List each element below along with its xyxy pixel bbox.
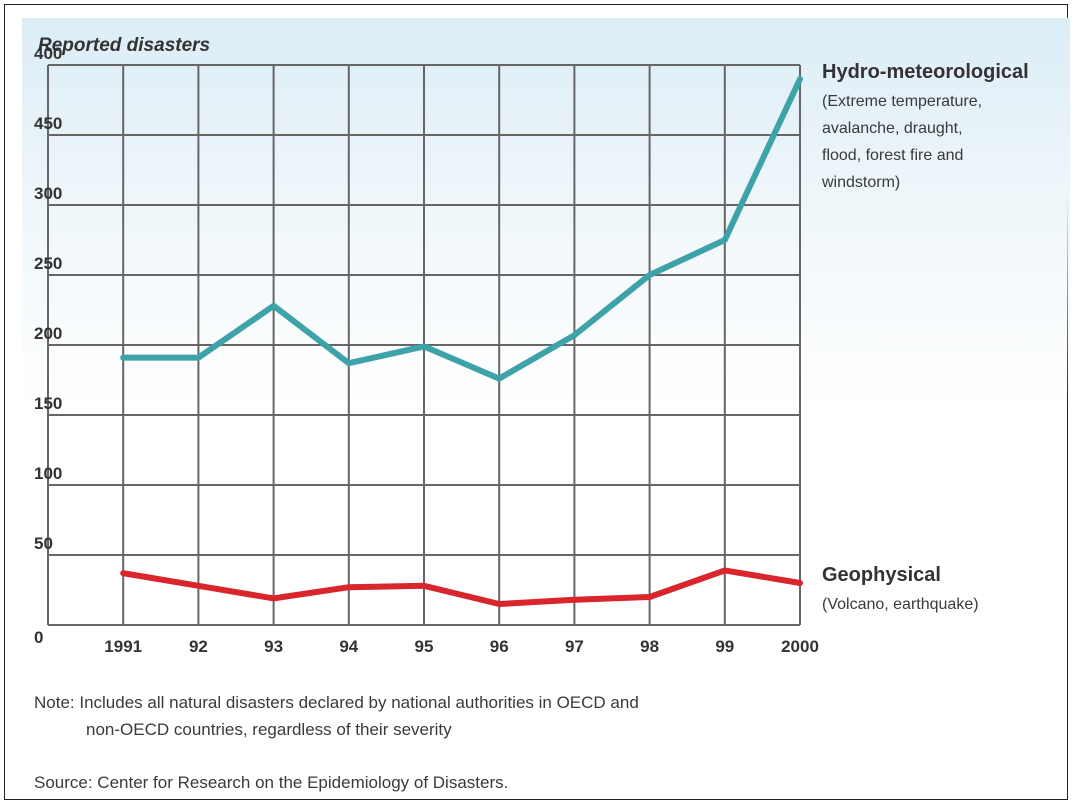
- legend-series-description: windstorm): [821, 174, 900, 191]
- y-tick-label: 300: [34, 184, 62, 203]
- x-tick-label: 97: [565, 637, 584, 656]
- series-line-hydro-meteorological: [120, 76, 803, 382]
- y-tick-label: 200: [34, 324, 62, 343]
- x-tick-label: 1991: [104, 637, 142, 656]
- y-tick-label: 250: [34, 254, 62, 273]
- note-line-2: non-OECD countries, regardless of their …: [86, 720, 452, 739]
- x-tick-label: 93: [264, 637, 283, 656]
- y-axis-title: Reported disasters: [38, 35, 210, 56]
- x-tick-label: 92: [189, 637, 208, 656]
- legend-series-name: Geophysical: [822, 564, 941, 586]
- x-tick-label: 2000: [781, 637, 819, 656]
- x-tick-label: 94: [339, 637, 358, 656]
- x-tick-label: 98: [640, 637, 659, 656]
- legend-series-description: avalanche, draught,: [822, 120, 963, 137]
- x-tick-label: 95: [415, 637, 434, 656]
- y-tick-label: 150: [34, 394, 62, 413]
- legend-series-name: Hydro-meteorological: [822, 61, 1029, 83]
- note-line-1: Note: Includes all natural disasters dec…: [34, 693, 639, 712]
- source-note: Source: Center for Research on the Epide…: [34, 773, 509, 792]
- legend-series-description: (Volcano, earthquake): [822, 596, 979, 613]
- background-wash: [22, 18, 1070, 408]
- y-tick-label: 400: [34, 44, 62, 63]
- x-tick-label: 96: [490, 637, 509, 656]
- legend-series-description: (Extreme temperature,: [822, 93, 982, 110]
- y-tick-label: 100: [34, 464, 62, 483]
- y-tick-label: 450: [34, 114, 62, 133]
- legend-series-description: flood, forest fire and: [822, 147, 963, 164]
- y-tick-label: 0: [34, 628, 43, 647]
- x-tick-label: 99: [715, 637, 734, 656]
- series-line-geophysical: [120, 567, 803, 607]
- y-tick-label: 50: [34, 534, 53, 553]
